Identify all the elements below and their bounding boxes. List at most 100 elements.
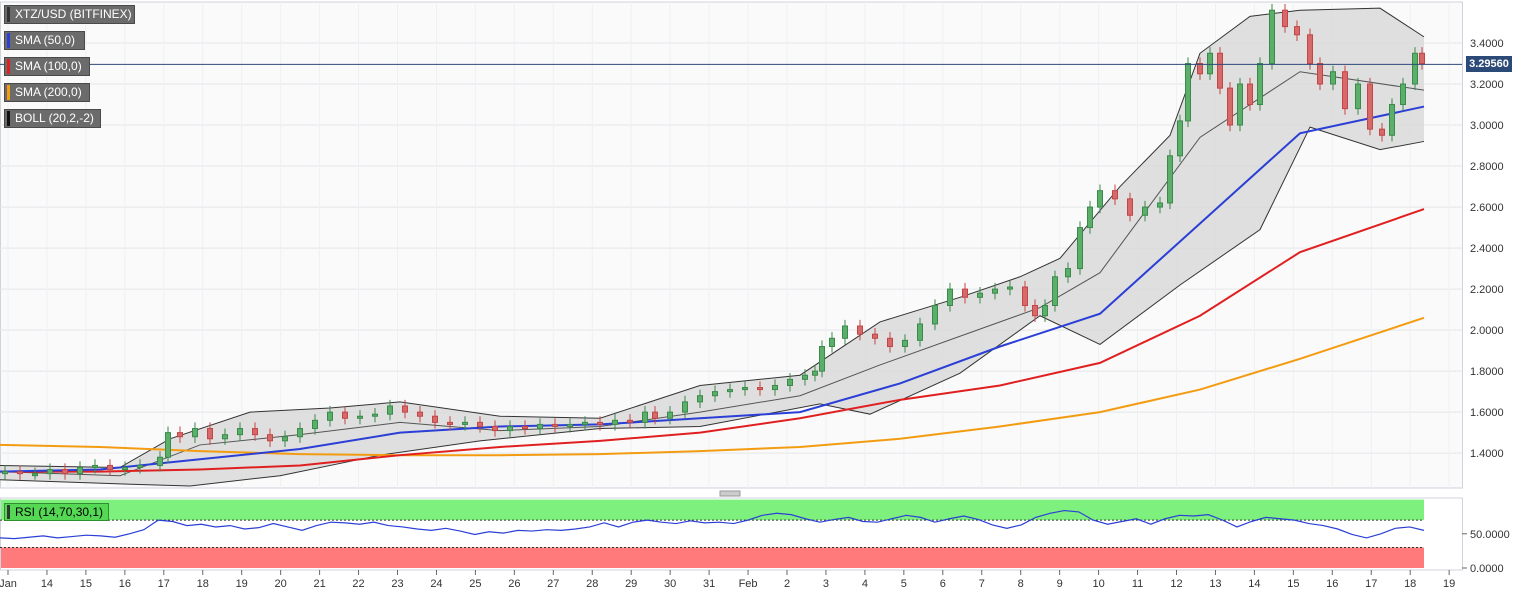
legend-title-text: XTZ/USD (BITFINEX) — [15, 7, 132, 21]
candle — [192, 428, 198, 438]
candle — [477, 421, 483, 427]
x-tick-label: 3 — [823, 578, 829, 590]
candle — [237, 428, 243, 436]
x-tick-label: 31 — [703, 578, 715, 590]
candle — [372, 413, 378, 417]
x-tick-label: 11 — [1132, 578, 1143, 590]
x-tick-label: 14 — [41, 578, 53, 590]
y-tick-label: 2.2000 — [1470, 284, 1504, 296]
y-tick-label: 3.0000 — [1470, 120, 1504, 132]
candle — [1065, 268, 1071, 278]
candle — [1185, 63, 1191, 122]
candle — [177, 432, 183, 438]
x-tick-label: 18 — [197, 578, 209, 590]
candle — [697, 395, 703, 403]
legend-title[interactable]: XTZ/USD (BITFINEX) — [4, 5, 135, 24]
x-tick-label: 15 — [80, 578, 92, 590]
candle — [1197, 63, 1203, 75]
x-tick-label: 23 — [391, 578, 403, 590]
candle — [387, 405, 393, 415]
candle — [2, 471, 8, 475]
x-tick-label: 22 — [352, 578, 364, 590]
legend-sma-100[interactable]: SMA (100,0) — [4, 57, 90, 76]
candle — [267, 434, 273, 442]
candle — [829, 337, 835, 348]
candle — [857, 325, 863, 335]
x-tick-label: 17 — [1365, 578, 1377, 590]
candle — [992, 288, 998, 294]
x-tick-label: 16 — [1326, 578, 1338, 590]
legend-sma-50[interactable]: SMA (50,0) — [4, 31, 85, 50]
candle — [1127, 198, 1133, 216]
candle — [1207, 52, 1213, 75]
x-tick-label: 24 — [430, 578, 442, 590]
x-tick-label: 13 — [1209, 578, 1221, 590]
candle — [92, 464, 98, 468]
candle — [492, 425, 498, 432]
candle — [597, 421, 603, 425]
candle — [742, 387, 748, 391]
candle — [772, 384, 778, 391]
candle — [802, 374, 808, 380]
candle — [1419, 52, 1425, 65]
x-tick-label: 2 — [784, 578, 790, 590]
x-tick-label: 5 — [901, 578, 907, 590]
candle — [1367, 83, 1373, 130]
candle — [932, 304, 938, 325]
candle — [1237, 83, 1243, 126]
candle — [47, 469, 53, 475]
candle — [1032, 304, 1038, 317]
legend-sma-200[interactable]: SMA (200,0) — [4, 83, 90, 102]
candle — [642, 411, 648, 423]
candle — [1307, 34, 1313, 65]
candle — [819, 346, 825, 372]
candle — [1087, 206, 1093, 229]
legend-boll[interactable]: BOLL (20,2,-2) — [4, 109, 101, 128]
candle — [1412, 52, 1418, 85]
candle — [1167, 155, 1173, 204]
candle — [727, 389, 733, 393]
candle — [902, 339, 908, 348]
candle — [627, 419, 633, 423]
candle — [1355, 83, 1361, 110]
candle — [1157, 202, 1163, 208]
legend-rsi[interactable]: RSI (14,70,30,1) — [4, 503, 109, 521]
candle — [312, 419, 318, 430]
candle — [447, 421, 453, 425]
x-tick-label: 29 — [625, 578, 637, 590]
y-tick-label: 2.0000 — [1470, 325, 1504, 337]
x-tick-label: 30 — [664, 578, 676, 590]
candle — [1227, 87, 1233, 126]
candle — [165, 432, 171, 458]
candle — [612, 419, 618, 425]
candle — [667, 411, 673, 419]
x-tick-label: 4 — [862, 578, 868, 590]
candle — [327, 411, 333, 421]
y-tick-label: 3.4000 — [1470, 38, 1504, 50]
candle — [1007, 286, 1013, 290]
rsi-overbought-zone — [1, 499, 1424, 521]
y-tick-label: 3.2000 — [1470, 79, 1504, 91]
x-tick-label: 17 — [158, 578, 170, 590]
rsi-y-tick-label: 0.0000 — [1470, 563, 1504, 575]
y-tick-label: 2.6000 — [1470, 202, 1504, 214]
candle — [757, 387, 763, 391]
candle — [207, 428, 213, 440]
candle — [1142, 206, 1148, 216]
candle — [62, 469, 68, 475]
sma-100-line — [0, 208, 1425, 473]
legend-sma-50-text: SMA (50,0) — [15, 33, 76, 47]
x-tick-label: 10 — [1092, 578, 1104, 590]
candle — [917, 323, 923, 341]
candle — [1330, 71, 1336, 85]
candle — [462, 421, 468, 425]
candle — [1342, 71, 1348, 110]
candle — [842, 325, 848, 339]
candle — [417, 411, 423, 417]
x-tick-label: 21 — [313, 578, 325, 590]
y-tick-label: 1.8000 — [1470, 366, 1504, 378]
legend-rsi-text: RSI (14,70,30,1) — [15, 505, 104, 519]
x-tick-label: 28 — [586, 578, 598, 590]
x-tick-label: 19 — [236, 578, 248, 590]
candle — [17, 471, 23, 475]
